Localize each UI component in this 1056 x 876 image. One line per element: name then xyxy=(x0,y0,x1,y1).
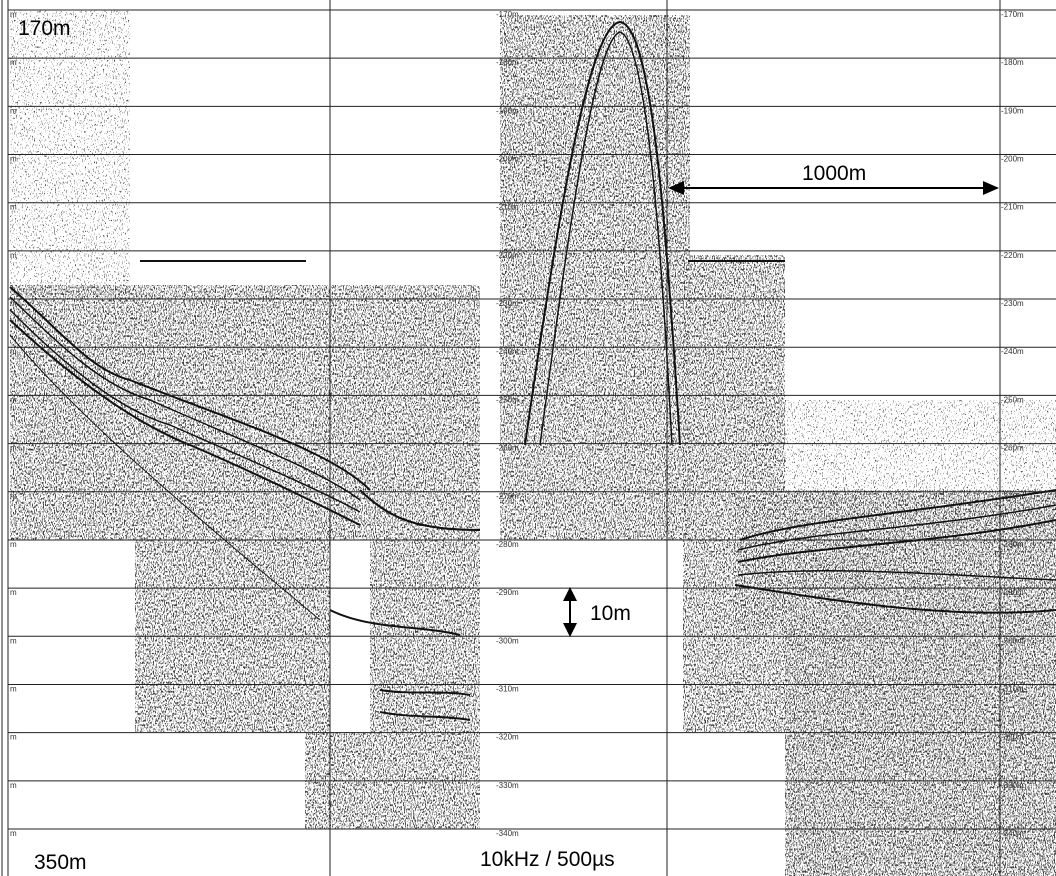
depth-tick-label: -200m xyxy=(496,155,519,164)
depth-tick-label: m xyxy=(10,10,17,19)
depth-tick-label: -210m xyxy=(496,203,519,212)
reflectors xyxy=(9,20,1056,721)
depth-tick-label: m xyxy=(10,781,17,790)
depth-tick-label: -170m xyxy=(496,10,519,19)
depth-tick-label: m xyxy=(10,251,17,260)
depth-tick-label: -300m xyxy=(1001,636,1024,645)
depth-tick-label: m xyxy=(10,106,17,115)
depth-tick-label: m xyxy=(10,395,17,404)
depth-tick-label: m xyxy=(10,299,17,308)
depth-tick-label: -280m xyxy=(496,540,519,549)
depth-tick-label: m xyxy=(10,829,17,838)
depth-tick-label: m xyxy=(10,155,17,164)
depth-tick-label: m xyxy=(10,636,17,645)
depth-tick-label: -330m xyxy=(1001,781,1024,790)
depth-tick-label: m xyxy=(10,540,17,549)
depth-tick-label: -260m xyxy=(496,444,519,453)
depth-tick-label: -220m xyxy=(496,251,519,260)
depth-tick-label: -340m xyxy=(496,829,519,838)
depth-tick-label: -270m xyxy=(1001,492,1024,501)
depth-tick-label: m xyxy=(10,733,17,742)
depth-tick-label: m xyxy=(10,347,17,356)
depth-tick-label: -280m xyxy=(1001,540,1024,549)
depth-tick-label: -230m xyxy=(496,299,519,308)
depth-tick-label: -240m xyxy=(496,347,519,356)
depth-tick-label: -330m xyxy=(496,781,519,790)
depth-tick-label: -190m xyxy=(1001,106,1024,115)
depth-tick-label: -170m xyxy=(1001,10,1024,19)
bottom-depth-label: 350m xyxy=(34,851,87,874)
depth-tick-label: -310m xyxy=(1001,684,1024,693)
depth-tick-label: -320m xyxy=(496,733,519,742)
depth-tick-label: -310m xyxy=(496,684,519,693)
depth-tick-label: m xyxy=(10,492,17,501)
depth-tick-label: -250m xyxy=(1001,395,1024,404)
depth-tick-label: -290m xyxy=(496,588,519,597)
depth-tick-label: m xyxy=(10,684,17,693)
depth-tick-label: -200m xyxy=(1001,155,1024,164)
depth-tick-label: -270m xyxy=(496,492,519,501)
depth-tick-label: m xyxy=(10,444,17,453)
depth-tick-label: -230m xyxy=(1001,299,1024,308)
depth-tick-label: -300m xyxy=(496,636,519,645)
depth-tick-label: -180m xyxy=(496,58,519,67)
depth-tick-label: -220m xyxy=(1001,251,1024,260)
depth-tick-label: -190m xyxy=(496,106,519,115)
depth-tick-label: -180m xyxy=(1001,58,1024,67)
depth-tick-label: -240m xyxy=(1001,347,1024,356)
vertical-scale-label: 10m xyxy=(590,602,631,625)
depth-tick-label: -260m xyxy=(1001,444,1024,453)
scale-markers xyxy=(563,181,999,637)
depth-tick-label: -290m xyxy=(1001,588,1024,597)
depth-tick-label: m xyxy=(10,58,17,67)
depth-tick-label: -340m xyxy=(1001,829,1024,838)
pulse-label: 10kHz / 500µs xyxy=(480,848,615,871)
depth-tick-label: -210m xyxy=(1001,203,1024,212)
depth-tick-label: m xyxy=(10,588,17,597)
depth-tick-label: -250m xyxy=(496,395,519,404)
depth-tick-label: m xyxy=(10,203,17,212)
top-depth-label: 170m xyxy=(18,17,71,40)
horizontal-scale-label: 1000m xyxy=(802,162,866,185)
depth-tick-label: -320m xyxy=(1001,733,1024,742)
